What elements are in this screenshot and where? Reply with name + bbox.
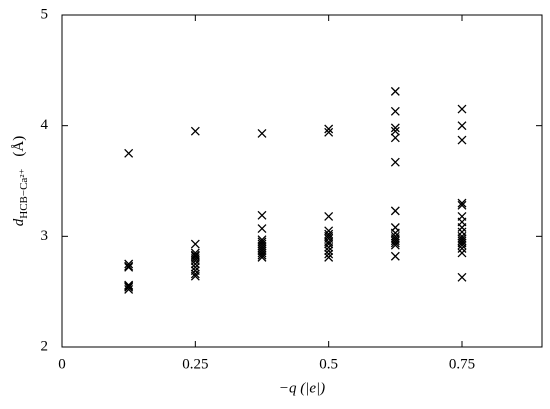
marker [457,104,467,114]
marker [390,126,400,136]
marker [124,282,134,292]
marker [457,240,467,250]
marker [124,259,134,269]
marker [124,262,134,272]
marker [457,272,467,282]
marker [257,210,267,220]
x-tick-label: 0.5 [319,356,338,372]
marker [390,106,400,116]
y-label-symbol: d [11,218,27,226]
marker [390,133,400,143]
marker [390,240,400,250]
plot-frame [61,14,543,348]
marker [257,128,267,138]
marker [124,148,134,158]
marker [457,227,467,237]
marker [257,250,267,260]
marker [124,261,134,271]
marker [324,249,334,259]
marker [324,242,334,252]
x-axis-label: −q (|e|) [279,380,325,396]
marker [324,239,334,249]
y-tick-label: 5 [41,6,49,22]
marker [190,269,200,279]
marker [324,252,334,262]
marker [190,262,200,272]
marker [190,256,200,266]
marker [457,135,467,145]
marker [190,126,200,136]
marker [190,239,200,249]
x-tick-label: 0.25 [182,356,208,372]
marker [124,281,134,291]
y-tick-label: 3 [41,228,49,244]
marker [457,248,467,258]
marker [324,246,334,256]
y-tick-label: 2 [41,338,49,354]
marker [390,123,400,133]
marker [190,259,200,269]
marker [457,200,467,210]
marker [390,86,400,96]
marker [257,224,267,234]
marker [124,284,134,294]
y-tick-label: 4 [41,117,49,133]
y-axis-label: dHCB−Ca²⁺ (Å) [11,136,29,226]
marker [324,211,334,221]
marker [390,206,400,216]
marker [190,271,200,281]
marker [390,157,400,167]
marker [457,198,467,208]
marker [457,223,467,232]
y-label-subscript: HCB−Ca²⁺ [18,168,30,218]
marker [457,121,467,131]
marker [257,252,267,262]
y-label-unit: (Å) [11,136,27,157]
x-tick-label: 0.75 [449,356,475,372]
marker [324,124,334,134]
marker [390,238,400,248]
x-tick-label: 0 [58,356,66,372]
marker [324,127,334,137]
marker [390,251,400,261]
